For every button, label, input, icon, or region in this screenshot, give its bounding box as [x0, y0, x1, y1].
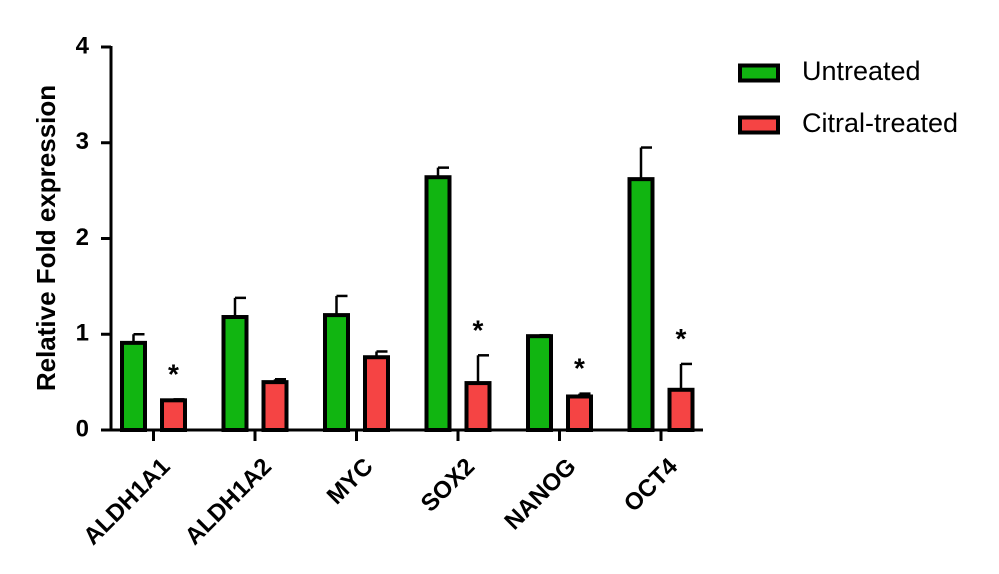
bar-untreated-myc	[323, 313, 350, 433]
bar-untreated-oct4	[627, 177, 655, 432]
x-tick-label: SOX2	[416, 453, 480, 517]
legend-swatch-citral-treated	[738, 115, 780, 135]
y-tick-label: 2	[76, 224, 89, 251]
significance-marker: *	[574, 353, 585, 384]
significance-marker: *	[676, 323, 687, 354]
x-tick-label: OCT4	[619, 453, 684, 518]
y-tick-label: 4	[76, 32, 90, 59]
legend: Untreated Citral-treated	[738, 56, 958, 138]
y-axis-label: Relative Fold expression	[31, 85, 61, 391]
bar-citral-treated-myc	[363, 355, 390, 433]
x-tick-label: ALDH1A2	[180, 453, 277, 550]
y-tick-label: 1	[76, 320, 89, 347]
bar-untreated-sox2	[424, 175, 452, 432]
bar-citral-treated-nanog	[566, 394, 593, 432]
significance-marker: *	[473, 314, 484, 345]
x-tick-label: MYC	[322, 453, 379, 510]
plot-area: 0 1 2 3 4 * ALDH1A1 ALDH1A2 MYC * SOX2 * NANOG * OCT4	[76, 32, 703, 550]
legend-label: Citral-treated	[802, 108, 958, 138]
y-tick-label: 0	[76, 415, 89, 442]
bar-citral-treated-aldh1a2	[261, 380, 289, 432]
bar-citral-treated-aldh1a1	[160, 398, 187, 433]
bar-untreated-nanog	[526, 334, 553, 433]
bar-untreated-aldh1a2	[221, 315, 249, 433]
y-tick-label: 3	[76, 128, 89, 155]
x-tick-label: ALDH1A1	[78, 453, 175, 550]
significance-marker: *	[168, 358, 179, 389]
bar-citral-treated-oct4	[667, 387, 695, 433]
legend-label: Untreated	[802, 56, 921, 86]
bar-untreated-aldh1a1	[120, 340, 147, 432]
bar-citral-treated-sox2	[464, 381, 492, 432]
legend-swatch-untreated	[738, 63, 780, 83]
x-tick-label: NANOG	[499, 453, 581, 535]
